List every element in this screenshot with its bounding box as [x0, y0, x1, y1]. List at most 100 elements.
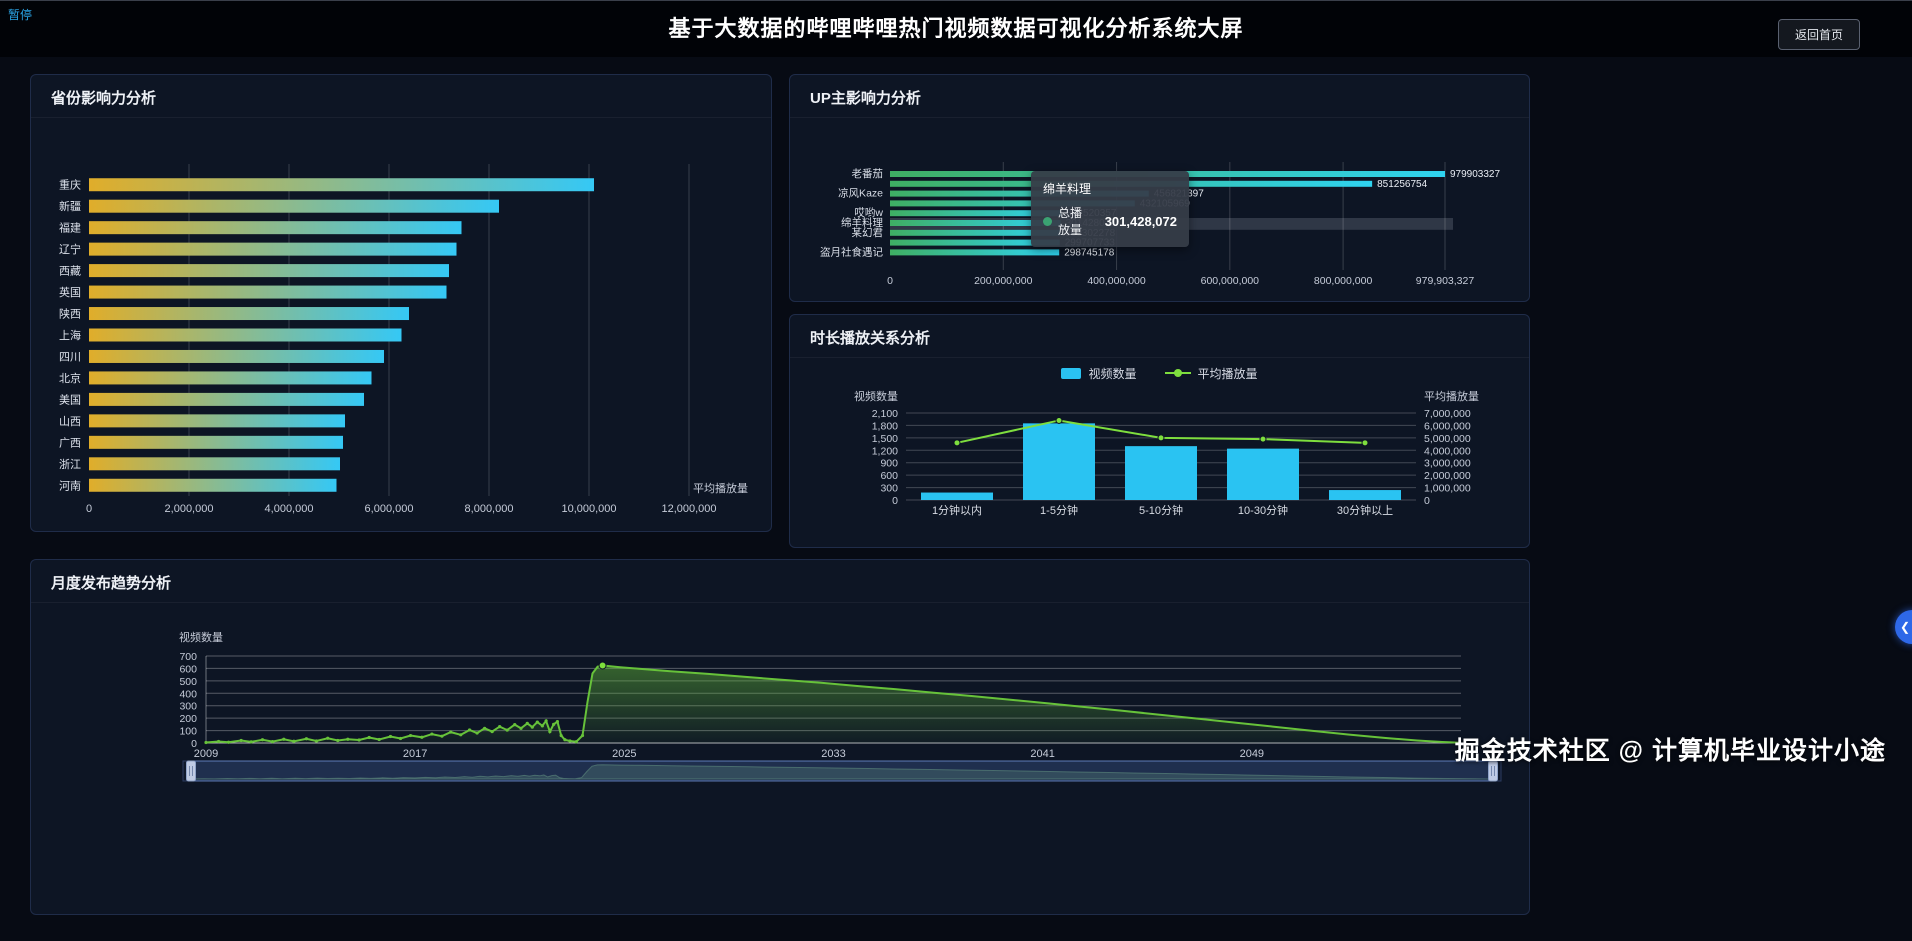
line-point[interactable]: [490, 729, 494, 734]
category-label: 哎哟w: [854, 206, 883, 219]
line-point[interactable]: [357, 738, 361, 742]
bar-10-30分钟[interactable]: [1227, 448, 1299, 500]
slider-handle-right[interactable]: [1488, 760, 1498, 782]
bar-up-7[interactable]: [890, 239, 1060, 246]
line-point[interactable]: [467, 728, 472, 732]
legend-item-video-count[interactable]: 视频数量: [1061, 365, 1137, 382]
line-point-3[interactable]: [1259, 435, 1267, 443]
line-point[interactable]: [568, 739, 572, 743]
legend-item-avg-plays[interactable]: 平均播放量: [1164, 365, 1258, 382]
line-point[interactable]: [540, 724, 544, 728]
axis-label: 500: [179, 676, 197, 688]
line-point[interactable]: [449, 730, 453, 734]
line-point[interactable]: [544, 719, 548, 723]
line-point[interactable]: [377, 737, 381, 742]
line-point[interactable]: [530, 725, 534, 729]
line-point[interactable]: [304, 737, 308, 741]
line-point[interactable]: [555, 720, 560, 724]
panel-title: 月度发布趋势分析: [31, 560, 1529, 603]
bar-广西[interactable]: [89, 435, 343, 449]
slider-selected-range[interactable]: [190, 760, 1494, 782]
line-point[interactable]: [367, 735, 371, 740]
line-point[interactable]: [430, 732, 434, 736]
line-point[interactable]: [519, 726, 523, 730]
bar-河南[interactable]: [89, 478, 337, 492]
line-point-0[interactable]: [953, 439, 961, 447]
line-point[interactable]: [326, 736, 330, 740]
bar-山西[interactable]: [89, 414, 345, 428]
line-point[interactable]: [270, 740, 275, 744]
back-home-button[interactable]: 返回首页: [1777, 19, 1860, 50]
bar-老番茄[interactable]: [890, 171, 1445, 177]
line-point[interactable]: [216, 739, 221, 744]
line-point[interactable]: [260, 738, 265, 742]
bar-新疆[interactable]: [89, 199, 499, 213]
datazoom-slider[interactable]: [182, 760, 1502, 782]
line-point[interactable]: [388, 734, 393, 739]
bar-辽宁[interactable]: [89, 242, 457, 256]
line-point[interactable]: [483, 726, 487, 730]
line-point[interactable]: [204, 740, 208, 745]
line-point[interactable]: [314, 739, 319, 743]
line-point[interactable]: [475, 731, 479, 735]
bar-盗月社食遇记[interactable]: [890, 249, 1060, 256]
bar-up-3[interactable]: [890, 200, 1135, 207]
slider-handle-left[interactable]: [186, 760, 196, 782]
axis-label: 900: [880, 458, 898, 470]
drawer-toggle-button[interactable]: ❮: [1895, 610, 1912, 644]
pause-link[interactable]: 暂停: [8, 8, 33, 22]
line-point[interactable]: [249, 740, 253, 744]
line-point[interactable]: [580, 733, 585, 738]
line-point[interactable]: [563, 738, 567, 742]
bar-陕西[interactable]: [89, 307, 409, 321]
line-point[interactable]: [525, 721, 529, 725]
bar-1分钟以内[interactable]: [921, 492, 993, 500]
line-point[interactable]: [535, 720, 539, 724]
line-point[interactable]: [505, 728, 509, 732]
line-point[interactable]: [408, 733, 413, 738]
line-point[interactable]: [552, 722, 556, 726]
line-point[interactable]: [459, 733, 463, 737]
bar-福建[interactable]: [89, 221, 462, 235]
line-point[interactable]: [420, 735, 424, 739]
line-point[interactable]: [513, 723, 517, 727]
province-bar-chart[interactable]: 0 2,000,000 4,000,000 6,000,000 8,000,000 10,…: [31, 118, 771, 532]
bar-北京[interactable]: [89, 371, 372, 385]
bar-英国[interactable]: [89, 285, 447, 299]
line-point[interactable]: [346, 737, 350, 741]
line-point[interactable]: [398, 736, 403, 741]
line-point[interactable]: [559, 733, 563, 738]
bar-美国[interactable]: [89, 392, 364, 406]
bar-四川[interactable]: [89, 349, 384, 363]
line-point[interactable]: [239, 738, 243, 743]
line-point[interactable]: [574, 740, 578, 744]
bar-5-10分钟[interactable]: [1125, 446, 1197, 500]
line-point[interactable]: [282, 737, 286, 741]
bar-哎哟w[interactable]: [890, 210, 1062, 217]
line-point-2[interactable]: [1157, 434, 1165, 442]
bar-30分钟以上[interactable]: [1329, 490, 1401, 500]
bar-西藏[interactable]: [89, 264, 449, 278]
bar-某幻君[interactable]: [890, 229, 1061, 236]
up-bar-chart[interactable]: 0 200,000,000 400,000,000 600,000,000 800,00…: [790, 118, 1529, 306]
line-point[interactable]: [498, 724, 502, 729]
axis-label: 1,500: [872, 433, 898, 445]
bar-上海[interactable]: [89, 328, 402, 342]
bar-凉风Kaze[interactable]: [890, 190, 1149, 197]
peak-point[interactable]: [598, 661, 607, 670]
line-point-4[interactable]: [1361, 439, 1369, 447]
line-point-1[interactable]: [1055, 416, 1063, 424]
bar-重庆[interactable]: [89, 178, 594, 192]
bar-浙江[interactable]: [89, 457, 340, 471]
line-point[interactable]: [336, 738, 340, 743]
bar-1-5分钟[interactable]: [1023, 423, 1095, 500]
bar-绵羊料理[interactable]: [890, 220, 1061, 226]
panel-monthly-trend: 月度发布趋势分析 视频数量 0 100 200 300 400 500 600 700 2009 2…: [30, 559, 1530, 915]
bar-up-1[interactable]: [890, 180, 1373, 187]
line-point[interactable]: [226, 740, 231, 744]
line-point[interactable]: [292, 739, 296, 743]
line-point[interactable]: [440, 734, 444, 738]
line-point[interactable]: [548, 729, 552, 734]
duration-combo-chart[interactable]: 03006009001,2001,5001,8002,10001,000,000…: [790, 388, 1529, 548]
